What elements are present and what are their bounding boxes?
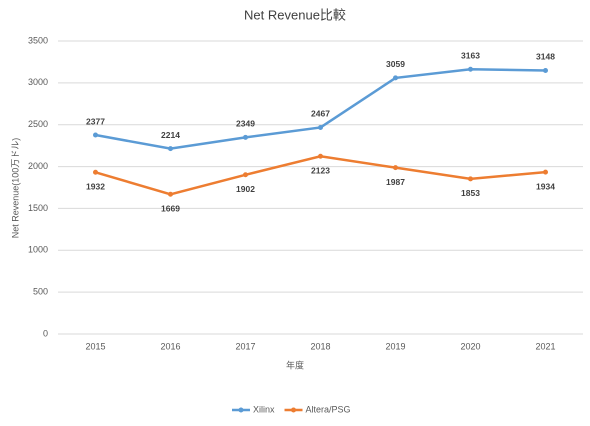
data-label: 2123 — [311, 166, 330, 176]
data-label: 1669 — [161, 204, 180, 214]
legend-swatch — [291, 407, 297, 413]
x-tick-label: 2016 — [160, 341, 180, 351]
y-tick-label: 1000 — [28, 245, 48, 255]
data-label: 2214 — [161, 130, 180, 140]
marker — [243, 172, 248, 178]
data-label: 1934 — [536, 181, 555, 191]
data-label: 1853 — [461, 188, 480, 198]
x-tick-label: 2021 — [535, 341, 555, 351]
marker — [168, 191, 173, 197]
marker — [93, 132, 98, 138]
x-tick-label: 2019 — [385, 341, 405, 351]
y-tick-label: 1500 — [28, 203, 48, 213]
data-label: 3163 — [461, 50, 480, 60]
x-axis-label: 年度 — [286, 359, 304, 370]
x-tick-label: 2017 — [235, 341, 255, 351]
data-label: 1987 — [386, 177, 405, 187]
data-label: 2467 — [311, 109, 330, 119]
x-tick-label: 2018 — [310, 341, 330, 351]
marker — [393, 165, 398, 171]
marker — [168, 146, 173, 152]
x-tick-label: 2020 — [460, 341, 480, 351]
data-label: 2377 — [86, 116, 105, 126]
y-tick-label: 2500 — [28, 119, 48, 129]
legend-label: Altera/PSG — [306, 404, 351, 414]
marker — [243, 134, 248, 140]
y-tick-label: 500 — [33, 287, 48, 297]
marker — [318, 153, 323, 159]
marker — [93, 169, 98, 175]
legend-swatch — [238, 407, 244, 413]
y-axis-label: Net Revenue(100万ドル) — [10, 138, 20, 239]
chart-title: Net Revenue比較 — [244, 7, 346, 22]
marker — [543, 67, 548, 73]
marker — [468, 66, 473, 72]
marker — [393, 75, 398, 81]
y-tick-label: 2000 — [28, 161, 48, 171]
y-tick-label: 3000 — [28, 77, 48, 87]
marker — [318, 124, 323, 130]
data-label: 1932 — [86, 182, 105, 192]
y-tick-label: 0 — [43, 328, 48, 338]
marker — [468, 176, 473, 182]
data-label: 3059 — [386, 59, 405, 69]
x-tick-label: 2015 — [85, 341, 105, 351]
data-label: 1902 — [236, 184, 255, 194]
data-label: 2349 — [236, 119, 255, 129]
legend-label: Xilinx — [253, 404, 275, 414]
y-tick-label: 3500 — [28, 35, 48, 45]
marker — [543, 169, 548, 175]
data-label: 3148 — [536, 52, 555, 62]
